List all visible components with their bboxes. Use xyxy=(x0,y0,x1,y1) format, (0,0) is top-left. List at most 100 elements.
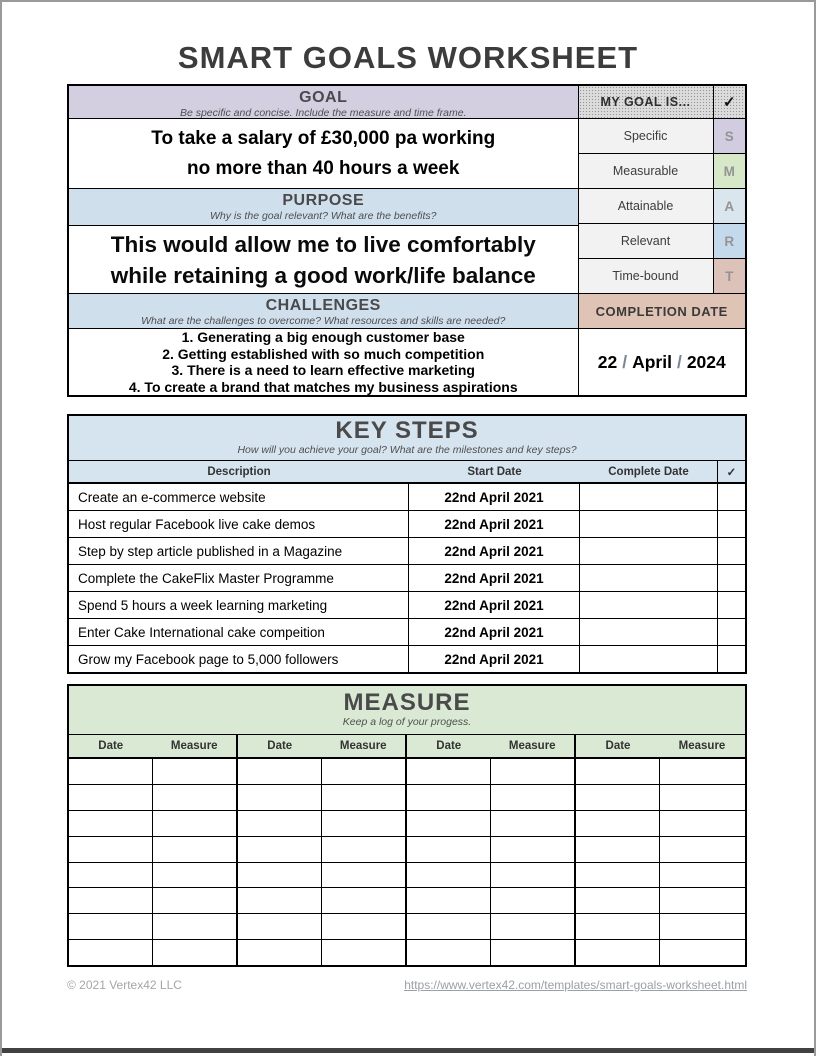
measure-value-cell[interactable] xyxy=(660,837,744,862)
measure-date-cell[interactable] xyxy=(407,862,491,888)
measure-date-cell[interactable] xyxy=(576,784,660,810)
smart-check-cell[interactable]: S xyxy=(713,119,745,153)
step-complete-date-cell[interactable] xyxy=(580,592,718,618)
step-description-cell[interactable]: Create an e-commerce website xyxy=(69,484,409,510)
step-check-cell[interactable] xyxy=(718,646,745,672)
measure-value-cell[interactable] xyxy=(322,811,406,836)
measure-date-cell[interactable] xyxy=(238,759,322,784)
measure-date-cell[interactable] xyxy=(576,940,660,965)
measure-date-cell[interactable] xyxy=(576,862,660,888)
step-start-date-cell[interactable]: 22nd April 2021 xyxy=(409,538,580,564)
step-complete-date-cell[interactable] xyxy=(580,565,718,591)
measure-date-cell[interactable] xyxy=(69,862,153,888)
measure-value-cell[interactable] xyxy=(660,811,744,836)
step-description-cell[interactable]: Grow my Facebook page to 5,000 followers xyxy=(69,646,409,672)
step-start-date-cell[interactable]: 22nd April 2021 xyxy=(409,511,580,537)
measure-date-cell[interactable] xyxy=(407,940,491,965)
smart-check-cell[interactable]: A xyxy=(713,189,745,223)
step-check-cell[interactable] xyxy=(718,538,745,564)
measure-date-cell[interactable] xyxy=(69,940,153,965)
measure-date-cell[interactable] xyxy=(238,810,322,836)
measure-value-cell[interactable] xyxy=(491,837,575,862)
step-complete-date-cell[interactable] xyxy=(580,538,718,564)
measure-value-cell[interactable] xyxy=(491,863,575,888)
measure-value-cell[interactable] xyxy=(153,863,237,888)
measure-value-cell[interactable] xyxy=(660,759,744,784)
smart-check-cell[interactable]: M xyxy=(713,154,745,188)
measure-value-cell[interactable] xyxy=(491,759,575,784)
step-complete-date-cell[interactable] xyxy=(580,484,718,510)
measure-value-cell[interactable] xyxy=(491,785,575,810)
measure-value-cell[interactable] xyxy=(322,759,406,784)
step-start-date-cell[interactable]: 22nd April 2021 xyxy=(409,619,580,645)
measure-date-cell[interactable] xyxy=(238,888,322,914)
measure-value-cell[interactable] xyxy=(322,914,406,939)
measure-value-cell[interactable] xyxy=(153,837,237,862)
step-start-date-cell[interactable]: 22nd April 2021 xyxy=(409,646,580,672)
challenges-text-cell[interactable]: 1. Generating a big enough customer base… xyxy=(69,329,578,395)
measure-date-cell[interactable] xyxy=(407,784,491,810)
completion-date-cell[interactable]: 22 / April / 2024 xyxy=(579,329,746,395)
step-check-cell[interactable] xyxy=(718,565,745,591)
step-check-cell[interactable] xyxy=(718,592,745,618)
step-complete-date-cell[interactable] xyxy=(580,619,718,645)
measure-value-cell[interactable] xyxy=(491,940,575,965)
measure-value-cell[interactable] xyxy=(491,888,575,913)
measure-date-cell[interactable] xyxy=(576,759,660,784)
step-check-cell[interactable] xyxy=(718,619,745,645)
measure-value-cell[interactable] xyxy=(660,914,744,939)
measure-value-cell[interactable] xyxy=(322,785,406,810)
measure-date-cell[interactable] xyxy=(238,862,322,888)
measure-value-cell[interactable] xyxy=(660,785,744,810)
purpose-text-cell[interactable]: This would allow me to live comfortably … xyxy=(69,226,578,294)
measure-date-cell[interactable] xyxy=(69,888,153,914)
measure-date-cell[interactable] xyxy=(576,888,660,914)
measure-value-cell[interactable] xyxy=(322,940,406,965)
measure-value-cell[interactable] xyxy=(660,940,744,965)
step-complete-date-cell[interactable] xyxy=(580,646,718,672)
measure-date-cell[interactable] xyxy=(576,836,660,862)
step-start-date-cell[interactable]: 22nd April 2021 xyxy=(409,592,580,618)
measure-value-cell[interactable] xyxy=(153,914,237,939)
goal-text-cell[interactable]: To take a salary of £30,000 pa working n… xyxy=(69,119,578,189)
measure-value-cell[interactable] xyxy=(153,811,237,836)
measure-date-cell[interactable] xyxy=(69,914,153,940)
measure-date-cell[interactable] xyxy=(576,914,660,940)
step-description-cell[interactable]: Spend 5 hours a week learning marketing xyxy=(69,592,409,618)
measure-date-cell[interactable] xyxy=(407,888,491,914)
measure-date-cell[interactable] xyxy=(407,759,491,784)
measure-date-cell[interactable] xyxy=(69,759,153,784)
measure-date-cell[interactable] xyxy=(238,914,322,940)
step-check-cell[interactable] xyxy=(718,484,745,510)
measure-date-cell[interactable] xyxy=(407,836,491,862)
measure-date-cell[interactable] xyxy=(407,810,491,836)
smart-check-cell[interactable]: R xyxy=(713,224,745,258)
measure-value-cell[interactable] xyxy=(153,940,237,965)
measure-value-cell[interactable] xyxy=(660,863,744,888)
measure-value-cell[interactable] xyxy=(153,888,237,913)
measure-value-cell[interactable] xyxy=(491,914,575,939)
step-check-cell[interactable] xyxy=(718,511,745,537)
measure-date-cell[interactable] xyxy=(69,810,153,836)
measure-value-cell[interactable] xyxy=(660,888,744,913)
measure-date-cell[interactable] xyxy=(238,836,322,862)
step-complete-date-cell[interactable] xyxy=(580,511,718,537)
measure-date-cell[interactable] xyxy=(576,810,660,836)
measure-value-cell[interactable] xyxy=(322,837,406,862)
measure-date-cell[interactable] xyxy=(238,784,322,810)
measure-value-cell[interactable] xyxy=(322,888,406,913)
measure-value-cell[interactable] xyxy=(491,811,575,836)
step-start-date-cell[interactable]: 22nd April 2021 xyxy=(409,565,580,591)
step-description-cell[interactable]: Complete the CakeFlix Master Programme xyxy=(69,565,409,591)
measure-date-cell[interactable] xyxy=(407,914,491,940)
step-description-cell[interactable]: Step by step article published in a Maga… xyxy=(69,538,409,564)
measure-date-cell[interactable] xyxy=(69,836,153,862)
measure-value-cell[interactable] xyxy=(153,759,237,784)
template-link[interactable]: https://www.vertex42.com/templates/smart… xyxy=(404,978,747,992)
step-description-cell[interactable]: Host regular Facebook live cake demos xyxy=(69,511,409,537)
smart-check-cell[interactable]: T xyxy=(713,259,745,293)
measure-value-cell[interactable] xyxy=(153,785,237,810)
measure-date-cell[interactable] xyxy=(69,784,153,810)
measure-value-cell[interactable] xyxy=(322,863,406,888)
step-start-date-cell[interactable]: 22nd April 2021 xyxy=(409,484,580,510)
